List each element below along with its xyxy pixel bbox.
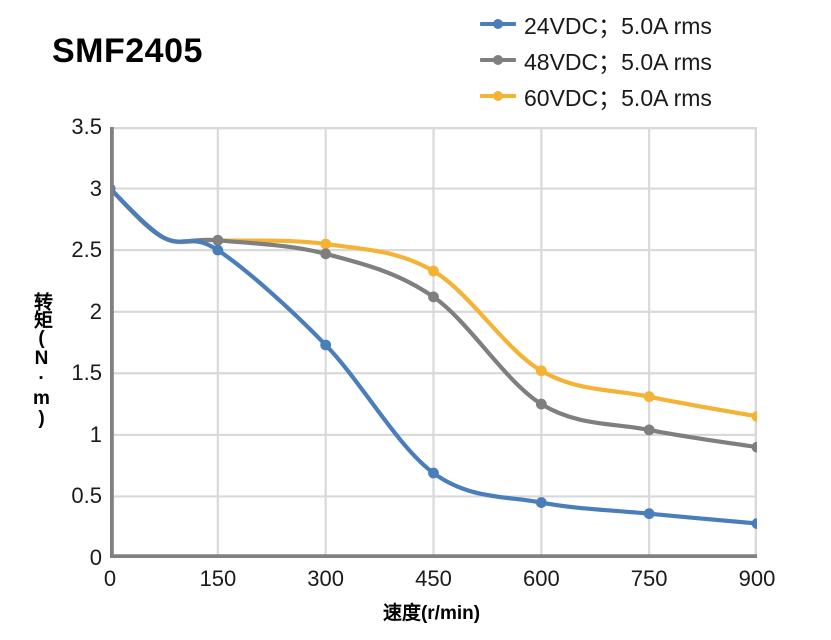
plot-svg [110,127,757,558]
legend-dot [493,19,503,29]
x-tick-label: 750 [630,566,668,591]
circle-marker-icon [480,14,516,34]
data-point-marker [320,248,332,260]
legend-item[interactable]: 48VDC；5.0A rms [480,42,825,78]
data-point-marker [751,518,757,529]
data-point-marker [428,291,439,303]
data-point-marker [535,365,547,377]
legend-item[interactable]: 60VDC；5.0A rms [480,78,825,114]
x-tick-label: 600 [522,566,560,591]
y-tick-label: 2.5 [71,237,102,263]
data-point-marker [320,238,332,250]
circle-marker-icon [480,50,516,70]
data-point-marker [643,424,655,436]
data-point-marker [643,391,655,403]
legend-item-label: 24VDC；5.0A rms [524,13,712,39]
plot-area [110,127,757,558]
legend-item[interactable]: 24VDC；5.0A rms [480,6,825,42]
x-tick-label: 150 [199,566,237,591]
legend-item-label: 60VDC；5.0A rms [524,85,712,111]
y-axis-tick-labels: 0 0.5 1 1.5 2 2.5 3 3.5 [44,0,102,640]
data-point-marker [751,410,757,422]
y-tick-label: 1 [89,421,102,447]
data-point-marker [535,497,547,508]
gridlines [110,127,757,558]
data-point-marker [751,441,757,453]
chart-title: SMF2405 [52,32,203,70]
x-axis-title-text: 速度(r/min) [382,603,481,624]
legend-item-label: 48VDC；5.0A rms [524,49,712,75]
circle-marker-icon [480,86,516,106]
series-line [110,186,757,526]
data-point-marker [428,467,439,479]
data-point-marker [535,398,547,410]
data-point-marker [428,265,439,277]
y-tick-label: 3.5 [71,114,102,139]
legend-dot [493,55,503,65]
y-tick-label: 2 [89,298,102,324]
y-tick-label: 0.5 [71,483,102,509]
x-tick-label: 300 [307,566,345,591]
chart-legend: 24VDC；5.0A rms 48VDC；5.0A rms 60VDC；5.0A r… [480,6,825,114]
data-point-marker [212,244,224,256]
data-point-marker [212,234,224,246]
y-tick-label: 3 [89,175,102,201]
data-point-marker [643,508,655,520]
y-tick-label: 1.5 [71,360,102,386]
y-axis-title: 转矩(N·m) [31,292,52,428]
y-tick-label: 0 [89,545,102,570]
x-tick-label: 0 [103,566,117,591]
data-point-marker [320,339,332,351]
x-axis-title: 速度(r/min) [0,598,831,625]
legend-dot [493,91,503,101]
series-0 [110,183,757,529]
x-tick-label: 900 [738,566,776,591]
x-tick-label: 450 [415,566,452,591]
